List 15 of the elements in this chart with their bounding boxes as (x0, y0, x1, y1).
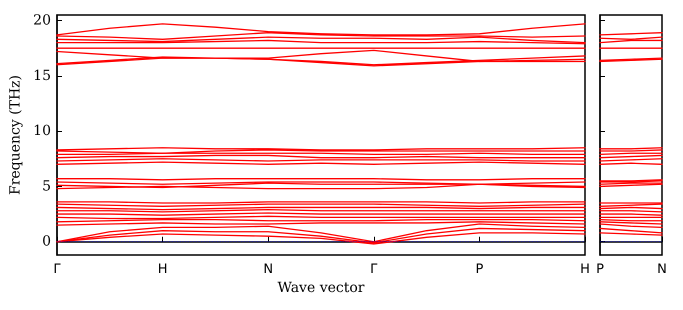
y-axis-title: Frequency (THz) (7, 74, 24, 196)
y-tick-label: 15 (33, 68, 51, 84)
x-tick-label: Γ (53, 262, 62, 277)
x-tick-label: H (158, 262, 168, 277)
y-tick-label: 0 (42, 234, 51, 250)
y-tick-label: 10 (33, 123, 51, 140)
x-tick-label: P (475, 262, 484, 277)
x-tick-label: P (596, 262, 604, 277)
x-tick-label: H (580, 262, 590, 277)
y-tick-label: 5 (42, 178, 51, 194)
x-tick-label: N (263, 262, 274, 277)
x-axis-title: Wave vector (278, 280, 365, 296)
y-tick-label: 20 (33, 12, 51, 29)
x-tick-label: Γ (370, 262, 378, 277)
x-tick-label: N (657, 262, 667, 277)
